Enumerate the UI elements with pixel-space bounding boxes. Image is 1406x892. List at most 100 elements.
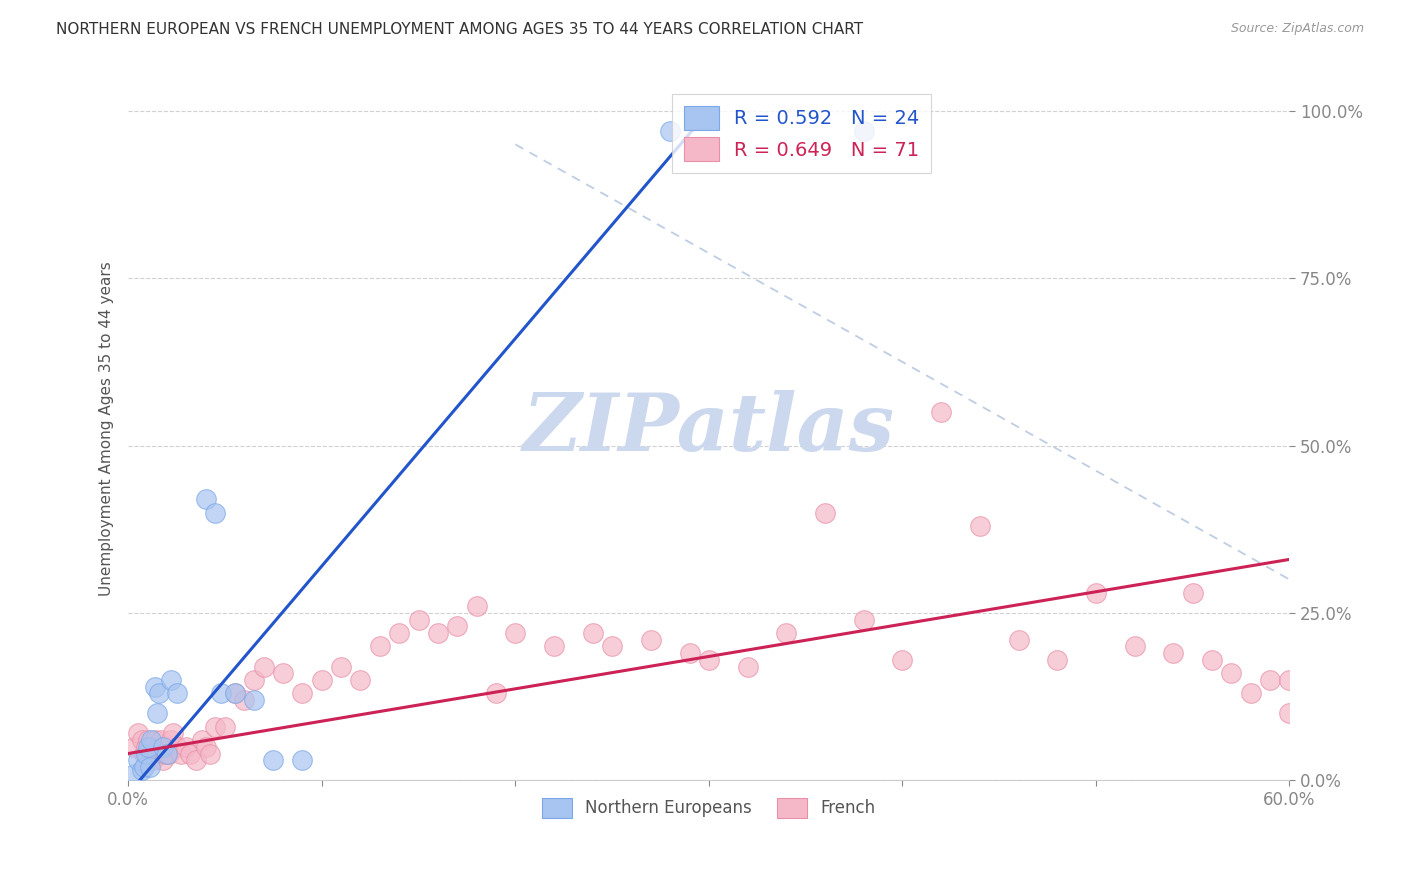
Point <box>446 619 468 633</box>
Text: Source: ZipAtlas.com: Source: ZipAtlas.com <box>1230 22 1364 36</box>
Point <box>291 686 314 700</box>
Point <box>1220 666 1243 681</box>
Point <box>136 733 159 747</box>
Point <box>969 519 991 533</box>
Point <box>659 124 682 138</box>
Point <box>1240 686 1263 700</box>
Y-axis label: Unemployment Among Ages 35 to 44 years: Unemployment Among Ages 35 to 44 years <box>100 261 114 596</box>
Point <box>349 673 371 687</box>
Point <box>640 632 662 647</box>
Point <box>156 747 179 761</box>
Point <box>152 739 174 754</box>
Point <box>131 733 153 747</box>
Point <box>262 753 284 767</box>
Point <box>543 640 565 654</box>
Point <box>271 666 294 681</box>
Point <box>233 693 256 707</box>
Point <box>408 613 430 627</box>
Point <box>929 405 952 419</box>
Point <box>153 747 176 761</box>
Point <box>143 680 166 694</box>
Point <box>600 640 623 654</box>
Point <box>194 739 217 754</box>
Point <box>1046 653 1069 667</box>
Point <box>169 747 191 761</box>
Point <box>224 686 246 700</box>
Point <box>678 646 700 660</box>
Point <box>166 686 188 700</box>
Point <box>159 733 181 747</box>
Point <box>132 760 155 774</box>
Point <box>148 686 170 700</box>
Point <box>135 739 157 754</box>
Point <box>156 739 179 754</box>
Point <box>291 753 314 767</box>
Point <box>582 626 605 640</box>
Point <box>852 124 875 138</box>
Point <box>465 599 488 614</box>
Point <box>697 653 720 667</box>
Point <box>1258 673 1281 687</box>
Point <box>1163 646 1185 660</box>
Point <box>138 760 160 774</box>
Point <box>253 659 276 673</box>
Point <box>162 726 184 740</box>
Point <box>330 659 353 673</box>
Point <box>159 673 181 687</box>
Point <box>368 640 391 654</box>
Legend: Northern Europeans, French: Northern Europeans, French <box>536 791 883 825</box>
Point <box>150 733 173 747</box>
Point <box>891 653 914 667</box>
Point <box>198 747 221 761</box>
Text: ZIPatlas: ZIPatlas <box>523 390 894 467</box>
Point <box>194 492 217 507</box>
Point <box>1181 586 1204 600</box>
Point <box>224 686 246 700</box>
Point <box>132 747 155 761</box>
Point <box>1084 586 1107 600</box>
Point <box>179 747 201 761</box>
Point <box>127 726 149 740</box>
Point <box>122 739 145 754</box>
Point <box>1278 706 1301 721</box>
Point <box>243 693 266 707</box>
Point <box>214 720 236 734</box>
Point <box>485 686 508 700</box>
Point <box>311 673 333 687</box>
Point <box>146 747 169 761</box>
Point <box>505 626 527 640</box>
Point <box>775 626 797 640</box>
Point <box>127 753 149 767</box>
Point <box>426 626 449 640</box>
Point <box>204 720 226 734</box>
Point <box>141 739 163 754</box>
Point <box>142 753 165 767</box>
Point <box>141 733 163 747</box>
Point <box>135 747 157 761</box>
Point <box>1123 640 1146 654</box>
Point <box>191 733 214 747</box>
Point <box>143 733 166 747</box>
Point <box>814 506 837 520</box>
Point <box>136 739 159 754</box>
Point <box>157 747 180 761</box>
Point <box>166 739 188 754</box>
Point <box>148 739 170 754</box>
Point <box>204 506 226 520</box>
Point <box>1278 673 1301 687</box>
Point <box>1201 653 1223 667</box>
Point <box>138 747 160 761</box>
Point <box>737 659 759 673</box>
Point <box>243 673 266 687</box>
Point <box>1007 632 1029 647</box>
Point <box>176 739 198 754</box>
Point <box>852 613 875 627</box>
Point <box>122 766 145 780</box>
Point <box>131 764 153 778</box>
Point <box>209 686 232 700</box>
Point <box>146 706 169 721</box>
Point <box>152 753 174 767</box>
Text: NORTHERN EUROPEAN VS FRENCH UNEMPLOYMENT AMONG AGES 35 TO 44 YEARS CORRELATION C: NORTHERN EUROPEAN VS FRENCH UNEMPLOYMENT… <box>56 22 863 37</box>
Point <box>184 753 207 767</box>
Point <box>388 626 411 640</box>
